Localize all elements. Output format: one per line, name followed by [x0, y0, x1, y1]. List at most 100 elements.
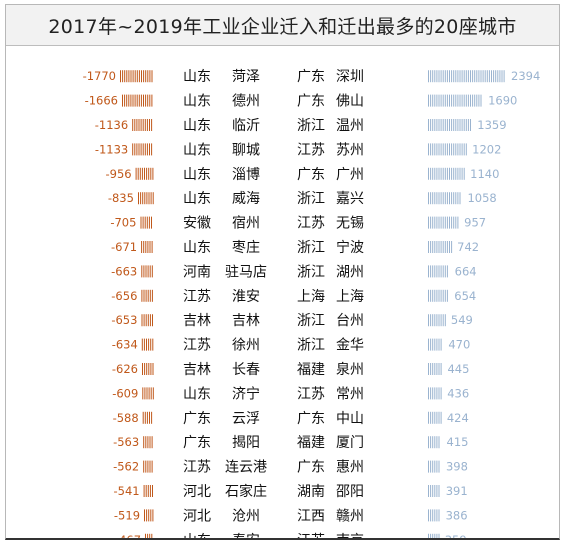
- inflow-bar: [428, 314, 446, 327]
- outflow-value: -1136: [95, 118, 128, 132]
- inflow-province: 广东: [297, 460, 325, 476]
- outflow-value: -663: [111, 264, 137, 278]
- outflow-value: -656: [111, 289, 137, 303]
- inflow-city: 邵阳: [336, 484, 364, 500]
- inflow-bar: [428, 509, 440, 522]
- inflow-value: 2394: [511, 69, 540, 83]
- inflow-value: 386: [446, 508, 468, 522]
- inflow-province: 广东: [297, 167, 325, 183]
- inflow-bar: [428, 119, 471, 131]
- inflow-bar: [428, 167, 465, 180]
- inflow-city: 广州: [336, 167, 364, 183]
- outflow-bar: [141, 338, 154, 351]
- outflow-city: 吉林: [232, 313, 260, 329]
- inflow-province: 福建: [297, 435, 325, 451]
- outflow-city: 徐州: [232, 338, 260, 354]
- inflow-city: 南京: [336, 533, 364, 538]
- outflow-province: 吉林: [183, 362, 211, 378]
- inflow-value: 436: [447, 386, 469, 400]
- outflow-province: 广东: [183, 435, 211, 451]
- outflow-bar: [142, 363, 154, 375]
- inflow-province: 湖南: [297, 484, 325, 500]
- inflow-province: 浙江: [297, 338, 325, 354]
- outflow-value: -705: [110, 216, 136, 230]
- inflow-bar: [428, 216, 459, 229]
- inflow-value: 1690: [488, 94, 517, 108]
- outflow-province: 河北: [183, 484, 211, 500]
- inflow-bar: [428, 192, 461, 205]
- inflow-city: 宁波: [336, 239, 364, 256]
- outflow-bar: [120, 70, 153, 83]
- inflow-province: 浙江: [297, 191, 325, 207]
- outflow-province: 山东: [183, 69, 211, 85]
- inflow-value: 664: [455, 264, 477, 278]
- outflow-city: 宿州: [232, 215, 260, 232]
- inflow-bar: [428, 460, 440, 473]
- outflow-province: 山东: [183, 118, 211, 134]
- inflow-city: 苏州: [336, 142, 364, 158]
- inflow-value: 391: [446, 484, 468, 498]
- outflow-city: 聊城: [232, 142, 260, 158]
- outflow-city: 云浮: [232, 411, 260, 427]
- outflow-province: 山东: [183, 142, 211, 158]
- inflow-value: 359: [445, 533, 467, 538]
- outflow-city: 泰安: [232, 533, 260, 538]
- outflow-city: 连云港: [225, 460, 267, 476]
- outflow-value: -609: [112, 386, 138, 400]
- outflow-value: -467: [115, 533, 141, 538]
- outflow-province: 河北: [183, 508, 211, 524]
- inflow-city: 厦门: [336, 435, 364, 451]
- inflow-city: 湖州: [336, 264, 364, 280]
- outflow-city: 长春: [232, 362, 260, 378]
- inflow-bar: [428, 533, 440, 538]
- inflow-value: 549: [451, 313, 473, 327]
- inflow-value: 415: [447, 435, 469, 449]
- inflow-province: 浙江: [297, 118, 325, 134]
- outflow-province: 山东: [183, 533, 211, 538]
- inflow-bar: [428, 94, 482, 107]
- inflow-bar: [428, 241, 453, 253]
- outflow-province: 广东: [183, 411, 211, 427]
- inflow-bar: [428, 289, 448, 302]
- outflow-bar: [144, 509, 154, 522]
- outflow-value: -671: [111, 240, 137, 254]
- outflow-value: -588: [113, 411, 139, 425]
- outflow-province: 山东: [183, 94, 211, 110]
- inflow-city: 无锡: [336, 216, 364, 232]
- outflow-value: -1666: [85, 94, 118, 108]
- outflow-value: -563: [113, 435, 139, 449]
- inflow-province: 广东: [297, 94, 325, 110]
- outflow-value: -653: [111, 313, 137, 327]
- outflow-bar: [142, 387, 154, 400]
- inflow-bar: [428, 338, 442, 351]
- inflow-bar: [428, 485, 440, 497]
- inflow-province: 江苏: [297, 533, 325, 538]
- inflow-province: 江西: [297, 508, 325, 524]
- outflow-bar: [141, 265, 153, 278]
- inflow-bar: [428, 363, 442, 375]
- outflow-value: -956: [106, 167, 132, 181]
- outflow-province: 安徽: [183, 216, 211, 232]
- inflow-bar: [428, 143, 467, 156]
- chart-title-bar: 2017年~2019年工业企业迁入和迁出最多的20座城市: [6, 5, 559, 46]
- outflow-value: -1770: [83, 69, 116, 83]
- outflow-province: 山东: [183, 191, 211, 207]
- outflow-bar: [143, 436, 153, 449]
- outflow-value: -835: [108, 191, 134, 205]
- outflow-province: 山东: [183, 240, 211, 256]
- outflow-bar: [135, 167, 154, 180]
- inflow-province: 浙江: [297, 313, 325, 329]
- inflow-city: 嘉兴: [336, 191, 364, 207]
- outflow-bar: [141, 289, 153, 302]
- outflow-value: -626: [112, 362, 138, 376]
- outflow-city: 临沂: [232, 118, 260, 134]
- inflow-city: 佛山: [336, 94, 364, 110]
- outflow-province: 江苏: [183, 460, 211, 476]
- chart-table: -1770 山东 菏泽 广东 深圳 2394-1666 山东 德州 广东 佛山 1690-1136 山…: [83, 69, 540, 538]
- inflow-value: 1140: [470, 167, 499, 181]
- inflow-province: 上海: [297, 289, 325, 305]
- outflow-bar: [138, 192, 154, 205]
- inflow-province: 江苏: [297, 216, 325, 232]
- outflow-city: 揭阳: [232, 435, 260, 451]
- chart-frame: 2017年~2019年工业企业迁入和迁出最多的20座城市 -1770 山东 菏泽 广东…: [5, 4, 560, 540]
